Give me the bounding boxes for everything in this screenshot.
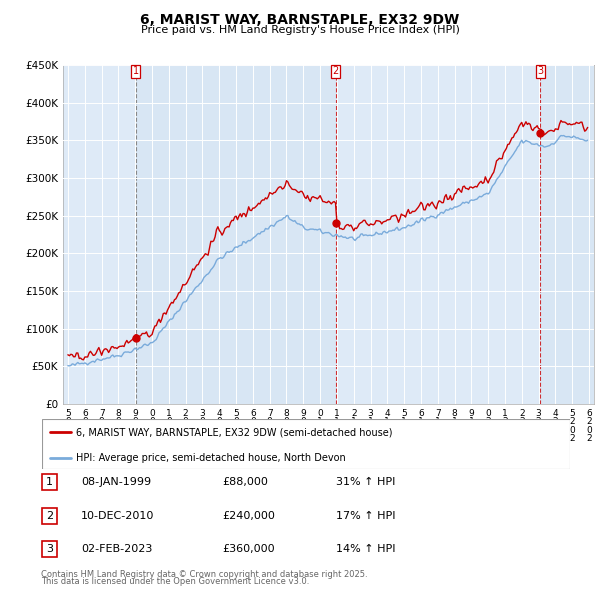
Text: HPI: Average price, semi-detached house, North Devon: HPI: Average price, semi-detached house,… (76, 453, 346, 463)
Text: 1: 1 (133, 67, 139, 77)
Text: £88,000: £88,000 (222, 477, 268, 487)
Text: 10-DEC-2010: 10-DEC-2010 (81, 511, 154, 520)
Text: 3: 3 (537, 67, 543, 77)
Text: This data is licensed under the Open Government Licence v3.0.: This data is licensed under the Open Gov… (41, 578, 309, 586)
Bar (136, 65, 335, 404)
Text: £360,000: £360,000 (222, 545, 275, 554)
Text: 14% ↑ HPI: 14% ↑ HPI (336, 545, 395, 554)
Text: Contains HM Land Registry data © Crown copyright and database right 2025.: Contains HM Land Registry data © Crown c… (41, 571, 367, 579)
Text: 31% ↑ HPI: 31% ↑ HPI (336, 477, 395, 487)
Text: 6, MARIST WAY, BARNSTAPLE, EX32 9DW (semi-detached house): 6, MARIST WAY, BARNSTAPLE, EX32 9DW (sem… (76, 427, 393, 437)
Text: 2: 2 (332, 67, 338, 77)
Bar (63, 65, 136, 404)
Text: 1: 1 (46, 477, 53, 487)
FancyBboxPatch shape (42, 419, 570, 469)
Text: 2: 2 (46, 511, 53, 520)
Bar (540, 65, 594, 404)
FancyBboxPatch shape (41, 474, 57, 490)
Text: 17% ↑ HPI: 17% ↑ HPI (336, 511, 395, 520)
Text: 02-FEB-2023: 02-FEB-2023 (81, 545, 152, 554)
Text: Price paid vs. HM Land Registry's House Price Index (HPI): Price paid vs. HM Land Registry's House … (140, 25, 460, 35)
Text: 08-JAN-1999: 08-JAN-1999 (81, 477, 151, 487)
Text: 3: 3 (46, 545, 53, 554)
Bar (335, 65, 540, 404)
Text: £240,000: £240,000 (222, 511, 275, 520)
FancyBboxPatch shape (41, 542, 57, 557)
FancyBboxPatch shape (41, 507, 57, 524)
Text: 6, MARIST WAY, BARNSTAPLE, EX32 9DW: 6, MARIST WAY, BARNSTAPLE, EX32 9DW (140, 13, 460, 27)
